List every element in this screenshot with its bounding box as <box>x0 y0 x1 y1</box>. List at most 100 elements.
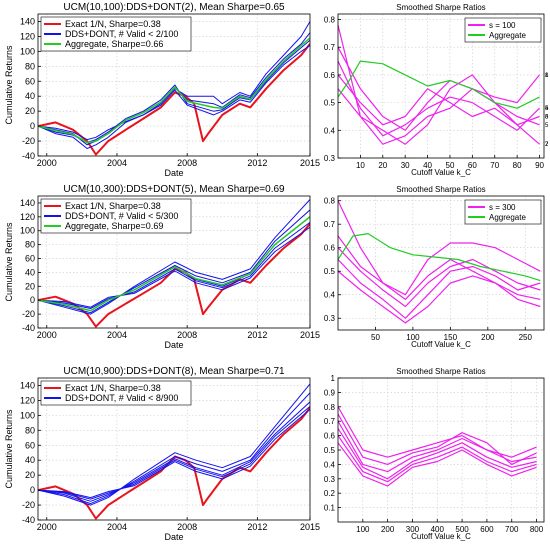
x-tick-label: 2000 <box>37 522 57 532</box>
legend-box <box>464 17 542 43</box>
chart-title: Smoothed Sharpe Ratios <box>396 185 485 194</box>
x-tick-label: 2004 <box>107 522 127 532</box>
x-tick-label: 600 <box>480 525 494 534</box>
y-tick-label: 0.1 <box>324 504 336 513</box>
y-tick-label: 0.4 <box>324 126 336 135</box>
series-line-4 <box>338 60 540 137</box>
x-tick-label: 100 <box>406 333 420 342</box>
y-tick-label: 20 <box>25 106 35 116</box>
legend-label: Exact 1/N, Sharpe=0.38 <box>65 383 161 393</box>
x-tick-label: 2015 <box>300 330 320 340</box>
axes-frame <box>337 195 545 331</box>
legend-box <box>40 198 192 234</box>
y-tick-label: 100 <box>20 46 35 56</box>
y-tick-label: 0 <box>30 121 35 131</box>
x-tick-label: 2015 <box>300 158 320 168</box>
axes-frame <box>37 13 311 157</box>
series-line-2 <box>338 46 540 131</box>
line-end-label: 1 <box>545 73 549 79</box>
y-tick-label: 140 <box>20 16 35 26</box>
series-line-5 <box>38 44 310 141</box>
x-tick-label: 80 <box>513 161 522 170</box>
series-line-1 <box>338 200 541 296</box>
y-tick-label: 40 <box>25 455 35 465</box>
line-end-label: 5 <box>545 123 549 129</box>
x-tick-label: 2004 <box>107 158 127 168</box>
chart-title: UCM(10,100):DDS+DONT(2), Mean Sharpe=0.6… <box>63 2 285 13</box>
line-end-label: 6 <box>545 114 549 120</box>
x-axis-label: Cutoff Value k_C <box>411 168 471 177</box>
legend-label: DDS+DONT, # Valid < 8/900 <box>65 393 178 403</box>
y-tick-label: -20 <box>22 500 35 510</box>
x-tick-label: 10 <box>356 161 365 170</box>
x-tick-label: 2000 <box>37 158 57 168</box>
x-tick-label: 250 <box>519 333 533 342</box>
x-tick-label: 200 <box>381 525 395 534</box>
series-line-5 <box>38 406 310 500</box>
series-line-4 <box>38 401 310 502</box>
y-tick-label: 0.7 <box>324 43 336 52</box>
legend-label: Aggregate, Sharpe=0.66 <box>65 39 163 49</box>
series-line-3 <box>38 392 310 505</box>
series-line-5 <box>338 270 541 324</box>
series-line-6 <box>38 37 310 144</box>
legend-box <box>464 199 542 225</box>
x-tick-label: 800 <box>530 525 544 534</box>
series-line-6 <box>338 442 537 487</box>
legend-box <box>40 16 192 52</box>
legend-label: s = 300 <box>489 203 516 212</box>
line-end-label: 4 <box>545 106 549 112</box>
legend-box <box>40 380 192 406</box>
series-line-2 <box>38 383 310 506</box>
x-tick-label: 2015 <box>300 522 320 532</box>
series-line-3 <box>338 420 537 473</box>
x-tick-label: 200 <box>481 333 495 342</box>
legend-label: s = 100 <box>489 21 516 30</box>
chart-panel-6: 100 200 300 400 500 600 700 800 0.1 0.2 0.3 0.4 0.5 0… <box>324 367 545 541</box>
y-tick-label: 40 <box>25 91 35 101</box>
y-tick-label: 40 <box>25 267 35 277</box>
series-line-5 <box>338 88 540 145</box>
legend-label: Exact 1/N, Sharpe=0.38 <box>65 19 161 29</box>
series-line-6 <box>38 226 310 308</box>
chart-panel-5: 2000 2004 2008 2012 2015 -40 -20 0 20 40 60 80 100 12… <box>4 366 320 542</box>
y-tick-label: 0.7 <box>324 417 336 426</box>
y-tick-label: 60 <box>25 440 35 450</box>
line-end-label: 3 <box>545 114 549 120</box>
y-tick-label: 80 <box>25 61 35 71</box>
x-tick-label: 500 <box>455 525 469 534</box>
y-tick-label: 0.8 <box>324 197 336 206</box>
y-axis-label: Cumulative Returns <box>4 222 14 302</box>
chart-title: Smoothed Sharpe Ratios <box>396 367 485 376</box>
chart-title: UCM(10,900):DDS+DONT(8), Mean Sharpe=0.7… <box>63 366 285 377</box>
y-tick-label: -20 <box>22 136 35 146</box>
y-tick-label: 0.8 <box>324 403 336 412</box>
axes-frame <box>37 195 311 329</box>
x-tick-label: 2000 <box>37 330 57 340</box>
axes-frame <box>37 377 311 521</box>
y-tick-label: 120 <box>20 212 35 222</box>
y-tick-label: 80 <box>25 240 35 250</box>
y-tick-label: 140 <box>20 198 35 208</box>
y-tick-label: 0.3 <box>324 475 336 484</box>
x-axis-label: Date <box>164 168 183 178</box>
y-tick-label: 0 <box>30 295 35 305</box>
y-tick-label: -40 <box>22 323 35 333</box>
x-tick-label: 300 <box>406 525 420 534</box>
series-line-1 <box>338 24 540 145</box>
y-tick-label: 60 <box>25 254 35 264</box>
x-tick-label: 400 <box>431 525 445 534</box>
x-axis-label: Date <box>164 532 183 542</box>
series-line-2 <box>338 247 541 308</box>
y-tick-label: 140 <box>20 380 35 390</box>
series-line-3 <box>338 259 541 319</box>
x-tick-label: 50 <box>446 161 455 170</box>
legend-label: Aggregate <box>489 213 526 222</box>
legend-label: Aggregate, Sharpe=0.69 <box>65 221 163 231</box>
x-tick-label: 20 <box>378 161 387 170</box>
chart-title: UCM(10,300):DDS+DONT(5), Mean Sharpe=0.6… <box>63 184 285 195</box>
y-tick-label: 0.2 <box>324 489 336 498</box>
